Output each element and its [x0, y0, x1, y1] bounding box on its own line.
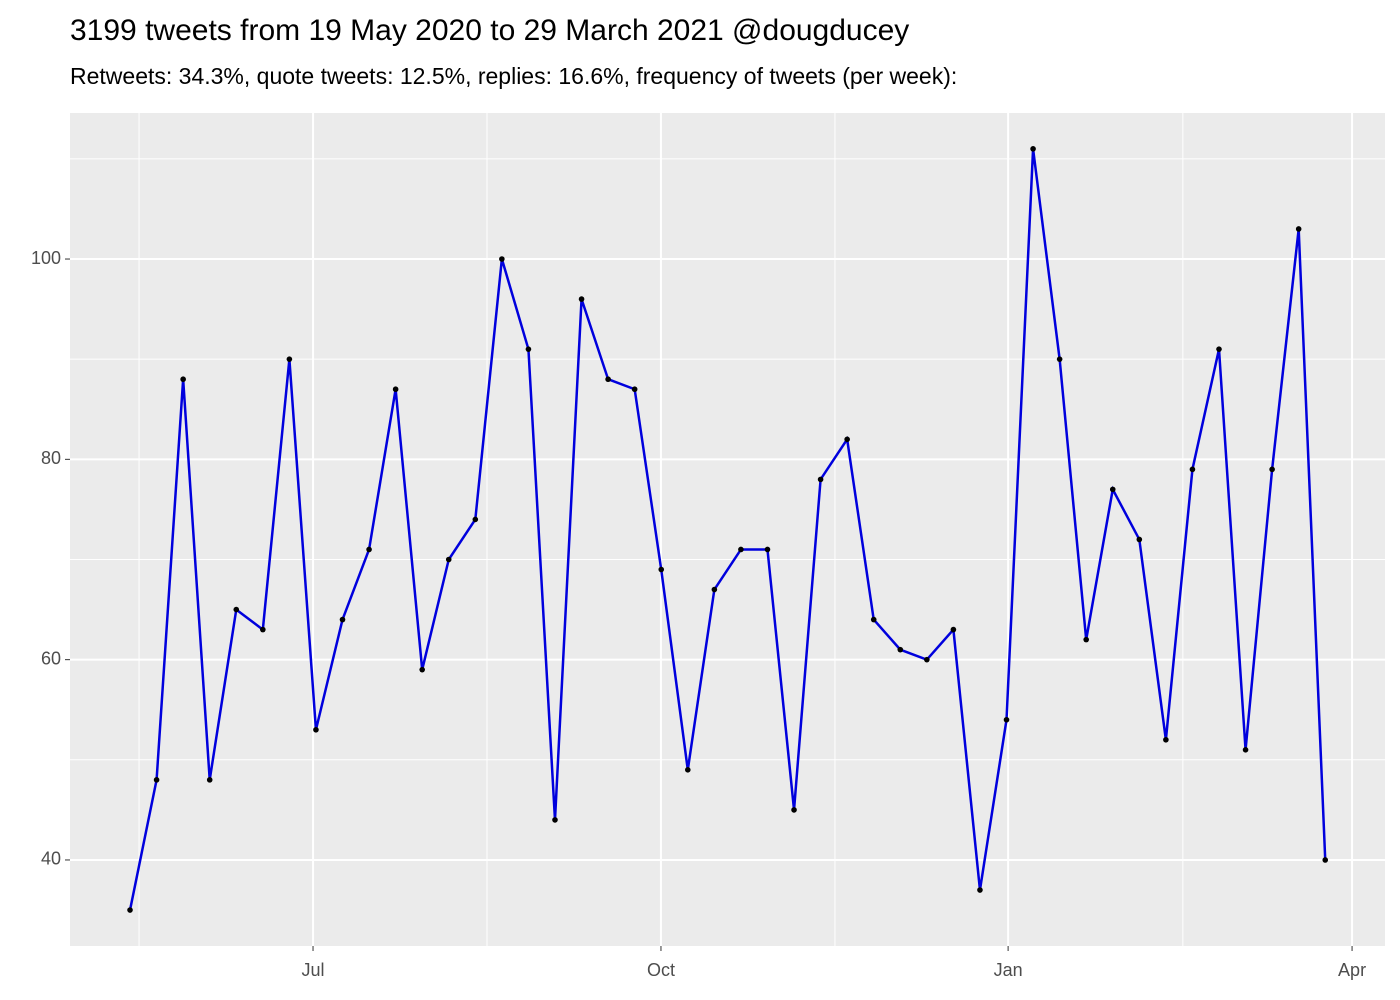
- point: [472, 516, 479, 523]
- point: [738, 546, 744, 553]
- point: [525, 346, 532, 352]
- point: [260, 626, 266, 633]
- point: [1269, 466, 1275, 473]
- y-tick-label: 40: [41, 849, 61, 869]
- point: [153, 777, 160, 783]
- x-tick-label: Oct: [647, 960, 675, 980]
- point: [1083, 636, 1089, 643]
- point: [950, 626, 957, 633]
- point: [1295, 226, 1302, 232]
- point: [1136, 536, 1143, 543]
- point: [180, 376, 186, 383]
- point: [366, 546, 372, 553]
- point: [791, 807, 797, 813]
- point: [233, 606, 240, 613]
- point: [844, 436, 850, 443]
- panel: [70, 113, 1385, 946]
- point: [1242, 746, 1249, 753]
- point: [870, 616, 877, 623]
- x-tick-label: Jul: [302, 960, 325, 980]
- point: [206, 777, 213, 783]
- point: [578, 296, 585, 302]
- point: [339, 616, 346, 623]
- point: [1322, 857, 1329, 863]
- point: [445, 556, 452, 563]
- point: [1056, 356, 1063, 362]
- x-tick-label: Jan: [994, 960, 1023, 980]
- point: [1163, 736, 1169, 743]
- point: [1003, 716, 1010, 723]
- chart-title: 3199 tweets from 19 May 2020 to 29 March…: [70, 14, 909, 47]
- point: [419, 666, 425, 673]
- line: [128, 148, 1327, 911]
- point: [631, 386, 638, 393]
- point: [711, 586, 718, 593]
- point: [764, 546, 771, 553]
- point: [684, 767, 691, 773]
- point: [1030, 146, 1036, 152]
- point: [313, 726, 319, 733]
- point: [924, 656, 930, 663]
- y-tick-label: 100: [31, 248, 61, 268]
- point: [286, 356, 293, 362]
- point: [658, 566, 665, 573]
- point: [605, 376, 611, 383]
- point: [1189, 466, 1196, 473]
- point: [1216, 346, 1222, 352]
- x-tick-label: Apr: [1338, 960, 1366, 980]
- y-tick-label: 60: [41, 648, 61, 668]
- point: [127, 907, 133, 913]
- point: [1109, 486, 1116, 493]
- point: [552, 817, 558, 823]
- point: [817, 476, 824, 483]
- point: [977, 887, 983, 893]
- chart-subtitle: Retweets: 34.3%, quote tweets: 12.5%, re…: [70, 63, 957, 89]
- y-tick-label: 80: [41, 448, 61, 468]
- point: [499, 256, 505, 262]
- point: [897, 646, 904, 653]
- point: [392, 386, 399, 393]
